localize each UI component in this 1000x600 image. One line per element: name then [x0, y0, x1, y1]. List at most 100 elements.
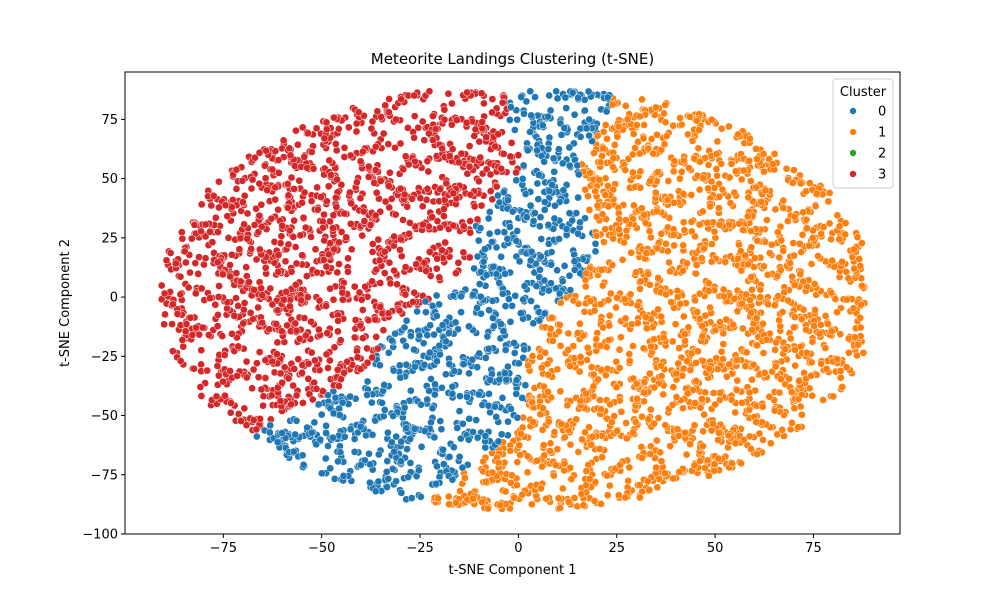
data-point-cluster-1	[632, 268, 640, 277]
data-point-cluster-3	[488, 108, 496, 117]
data-point-cluster-1	[546, 447, 554, 455]
data-point-cluster-0	[489, 262, 498, 271]
data-point-cluster-3	[261, 174, 270, 183]
data-point-cluster-0	[390, 447, 398, 456]
data-point-cluster-3	[371, 166, 380, 174]
data-point-cluster-1	[556, 298, 565, 307]
data-point-cluster-1	[717, 124, 726, 133]
data-point-cluster-1	[790, 313, 799, 321]
data-point-cluster-1	[636, 285, 644, 293]
data-point-cluster-1	[577, 490, 586, 498]
data-point-cluster-0	[555, 145, 563, 154]
data-point-cluster-0	[533, 179, 542, 188]
data-point-cluster-3	[197, 392, 206, 400]
data-point-cluster-1	[850, 264, 858, 273]
data-point-cluster-0	[479, 257, 488, 266]
data-point-cluster-3	[255, 148, 264, 157]
data-point-cluster-1	[803, 224, 811, 233]
data-point-cluster-3	[234, 342, 243, 351]
data-point-cluster-1	[629, 342, 637, 350]
data-point-cluster-3	[157, 281, 166, 290]
data-point-cluster-1	[695, 289, 704, 298]
data-point-cluster-3	[197, 227, 205, 236]
data-point-cluster-1	[825, 189, 834, 197]
data-point-cluster-1	[581, 428, 589, 437]
data-point-cluster-1	[700, 410, 709, 419]
data-point-cluster-1	[722, 372, 731, 381]
data-point-cluster-0	[346, 425, 355, 434]
data-point-cluster-1	[713, 137, 722, 146]
data-point-cluster-1	[695, 185, 704, 194]
data-point-cluster-3	[232, 269, 241, 277]
data-point-cluster-0	[310, 418, 319, 427]
data-point-cluster-3	[380, 247, 389, 256]
data-point-cluster-0	[422, 308, 430, 317]
data-point-cluster-1	[633, 319, 642, 327]
data-point-cluster-3	[353, 178, 361, 187]
data-point-cluster-3	[296, 231, 305, 240]
data-point-cluster-3	[276, 369, 285, 378]
data-point-cluster-1	[790, 404, 799, 413]
data-point-cluster-0	[289, 447, 298, 456]
data-point-cluster-1	[538, 426, 547, 434]
data-point-cluster-1	[585, 474, 594, 483]
data-point-cluster-0	[415, 466, 423, 475]
data-point-cluster-3	[344, 123, 353, 132]
data-point-cluster-1	[762, 335, 771, 344]
data-point-cluster-0	[428, 404, 437, 413]
data-point-cluster-3	[214, 371, 223, 380]
data-point-cluster-3	[292, 126, 300, 135]
data-point-cluster-3	[429, 112, 437, 120]
data-point-cluster-1	[707, 115, 716, 124]
data-point-cluster-1	[752, 145, 760, 153]
data-point-cluster-1	[510, 493, 518, 502]
data-point-cluster-1	[759, 349, 768, 357]
data-point-cluster-1	[574, 448, 583, 456]
data-point-cluster-3	[334, 316, 342, 325]
data-point-cluster-1	[707, 257, 716, 266]
data-point-cluster-1	[742, 348, 751, 357]
data-point-cluster-1	[844, 274, 853, 283]
data-point-cluster-1	[603, 364, 612, 373]
data-point-cluster-0	[499, 327, 508, 336]
data-point-cluster-1	[515, 441, 524, 450]
data-point-cluster-0	[508, 302, 516, 310]
data-point-cluster-3	[160, 320, 169, 329]
data-point-cluster-1	[674, 431, 683, 440]
data-point-cluster-3	[366, 221, 375, 229]
data-point-cluster-1	[835, 222, 844, 231]
data-point-cluster-1	[605, 481, 614, 490]
data-point-cluster-3	[465, 253, 474, 262]
data-point-cluster-3	[221, 391, 229, 400]
data-point-cluster-1	[688, 137, 697, 145]
data-point-cluster-1	[513, 458, 522, 466]
data-point-cluster-3	[234, 302, 242, 310]
data-point-cluster-0	[448, 389, 457, 398]
data-point-cluster-1	[683, 259, 691, 268]
data-point-cluster-1	[708, 240, 716, 248]
data-point-cluster-1	[603, 134, 611, 143]
data-point-cluster-3	[284, 374, 293, 383]
data-point-cluster-0	[526, 87, 535, 96]
data-point-cluster-0	[534, 195, 543, 203]
data-point-cluster-0	[526, 256, 535, 265]
data-point-cluster-1	[715, 428, 723, 437]
data-point-cluster-3	[276, 397, 285, 405]
data-point-cluster-3	[390, 232, 398, 241]
data-point-cluster-1	[661, 118, 670, 127]
data-point-cluster-0	[551, 201, 559, 210]
data-point-cluster-3	[488, 95, 497, 103]
data-point-cluster-0	[395, 361, 404, 370]
data-point-cluster-0	[585, 115, 594, 124]
data-point-cluster-3	[273, 350, 281, 358]
data-point-cluster-3	[191, 289, 200, 298]
data-point-cluster-1	[456, 487, 464, 495]
data-point-cluster-3	[320, 134, 329, 143]
data-point-cluster-1	[720, 292, 728, 301]
data-point-cluster-1	[719, 340, 728, 348]
data-point-cluster-1	[539, 441, 548, 449]
data-point-cluster-1	[760, 369, 769, 377]
data-point-cluster-1	[838, 257, 846, 266]
data-point-cluster-3	[477, 89, 486, 98]
data-point-cluster-0	[423, 395, 432, 404]
